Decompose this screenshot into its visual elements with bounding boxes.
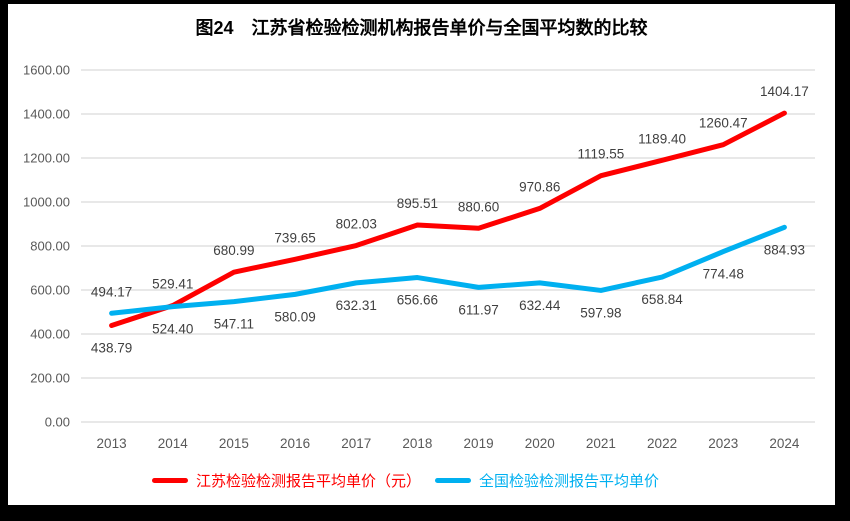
x-axis-tick-label: 2022 xyxy=(647,436,677,451)
legend-label-national: 全国检验检测报告平均单价 xyxy=(479,473,660,490)
x-axis-tick-label: 2014 xyxy=(158,436,189,451)
x-axis-tick-label: 2013 xyxy=(97,436,127,451)
data-label: 1189.40 xyxy=(638,131,686,146)
data-label: 597.98 xyxy=(580,305,621,320)
legend: 江苏检验检测报告平均单价（元） 全国检验检测报告平均单价 xyxy=(152,470,659,491)
y-axis-tick-label: 1400.00 xyxy=(23,107,70,122)
chart-title: 图24 江苏省检验检测机构报告单价与全国平均数的比较 xyxy=(195,18,648,38)
data-label: 529.41 xyxy=(152,277,193,292)
data-label: 656.66 xyxy=(397,293,438,308)
data-label: 739.65 xyxy=(274,230,315,245)
x-axis-tick-label: 2019 xyxy=(464,436,494,451)
chart-canvas: 图24 江苏省检验检测机构报告单价与全国平均数的比较 0.00 200.00 400… xyxy=(8,4,835,505)
data-label: 580.09 xyxy=(274,309,315,324)
legend-swatch-jiangsu-icon xyxy=(152,478,188,483)
legend-item-jiangsu: 江苏检验检测报告平均单价（元） xyxy=(152,470,421,491)
data-label: 658.84 xyxy=(641,292,683,307)
data-label: 970.86 xyxy=(519,179,560,194)
data-label: 884.93 xyxy=(764,242,805,257)
x-axis-tick-label: 2015 xyxy=(219,436,249,451)
y-axis-tick-label: 1600.00 xyxy=(23,63,70,78)
x-axis-tick-label: 2023 xyxy=(708,436,738,451)
data-label: 802.03 xyxy=(336,217,377,232)
y-axis-tick-label: 1200.00 xyxy=(23,151,70,166)
data-label: 1404.17 xyxy=(760,84,809,99)
y-axis-tick-label: 0.00 xyxy=(45,415,70,430)
series-line-1 xyxy=(109,224,787,316)
x-axis-tick-label: 2016 xyxy=(280,436,310,451)
data-label: 611.97 xyxy=(458,302,498,317)
x-axis-tick-label: 2021 xyxy=(586,436,616,451)
legend-label-jiangsu: 江苏检验检测报告平均单价（元） xyxy=(196,473,422,490)
series-line-0 xyxy=(109,110,787,328)
y-axis-tick-label: 800.00 xyxy=(30,239,70,254)
data-label: 524.40 xyxy=(152,322,193,337)
x-axis-tick-label: 2024 xyxy=(769,436,800,451)
data-label: 880.60 xyxy=(458,199,499,214)
data-label: 547.11 xyxy=(214,317,254,332)
y-axis-tick-label: 1000.00 xyxy=(23,195,70,210)
data-label: 632.31 xyxy=(336,298,377,313)
line-chart: 0.00 200.00 400.00 600.00 800.00 1000.00 1200.… xyxy=(23,63,815,451)
x-axis-tick-label: 2020 xyxy=(525,436,555,451)
y-axis-tick-label: 400.00 xyxy=(30,327,70,342)
data-label: 438.79 xyxy=(91,340,132,355)
data-label: 680.99 xyxy=(213,243,254,258)
data-label: 774.48 xyxy=(703,267,744,282)
y-axis-tick-label: 600.00 xyxy=(30,283,70,298)
data-label: 1119.55 xyxy=(578,147,625,162)
data-label: 632.44 xyxy=(519,298,561,313)
x-axis-tick-label: 2018 xyxy=(402,436,432,451)
data-label: 895.51 xyxy=(397,196,438,211)
data-label: 494.17 xyxy=(91,284,132,299)
x-axis-tick-label: 2017 xyxy=(341,436,371,451)
y-axis-tick-label: 200.00 xyxy=(30,371,70,386)
legend-item-national: 全国检验检测报告平均单价 xyxy=(435,470,659,491)
data-label: 1260.47 xyxy=(699,116,748,131)
legend-swatch-national-icon xyxy=(435,478,472,483)
